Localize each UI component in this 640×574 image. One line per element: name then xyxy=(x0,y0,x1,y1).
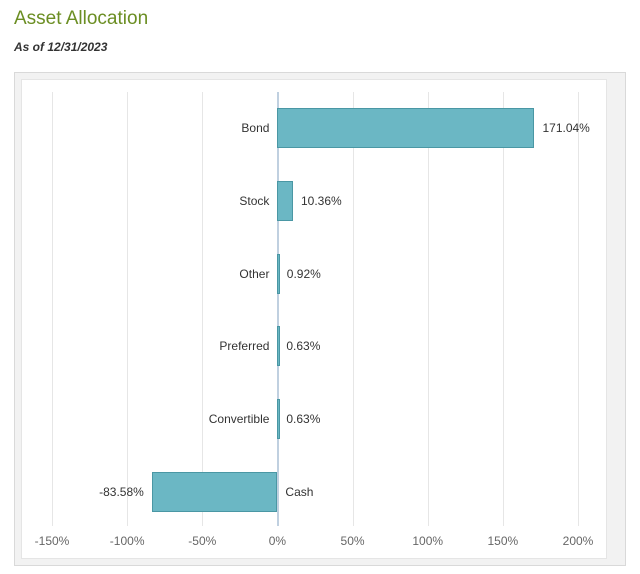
grid-line xyxy=(578,92,579,526)
grid-line xyxy=(202,92,203,526)
category-label: Other xyxy=(239,267,269,281)
page-title: Asset Allocation xyxy=(14,8,626,30)
chart-row: Bond171.04% xyxy=(52,108,578,148)
category-label: Preferred xyxy=(219,339,269,353)
bar xyxy=(277,326,279,366)
grid-line xyxy=(428,92,429,526)
x-tick-label: -50% xyxy=(188,534,216,548)
grid-line xyxy=(127,92,128,526)
chart-row: Preferred 0.63% xyxy=(52,326,578,366)
bar xyxy=(277,181,293,221)
x-tick-label: 0% xyxy=(269,534,286,548)
grid-line xyxy=(353,92,354,526)
as-of-date: 12/31/2023 xyxy=(47,40,107,54)
x-tick-label: 50% xyxy=(341,534,365,548)
category-label: Bond xyxy=(241,121,269,135)
x-tick-label: 100% xyxy=(412,534,443,548)
grid-line xyxy=(503,92,504,526)
chart-panel: Bond171.04%Stock10.36%Other0.92%Preferre… xyxy=(21,79,607,559)
bar xyxy=(277,254,279,294)
x-tick-label: 150% xyxy=(487,534,518,548)
x-tick-label: -150% xyxy=(35,534,70,548)
value-label: 171.04% xyxy=(542,121,589,135)
chart-row: Stock 10.36% xyxy=(52,181,578,221)
value-label: 0.63% xyxy=(286,339,320,353)
bar xyxy=(277,399,279,439)
as-of-line: As of 12/31/2023 xyxy=(14,40,626,54)
grid-line xyxy=(52,92,53,526)
value-label: -83.58% xyxy=(99,485,144,499)
bar xyxy=(277,108,534,148)
category-label: Cash xyxy=(285,485,313,499)
plot-area: Bond171.04% Stock 10.36% Other 0.92% Preferre… xyxy=(52,92,578,526)
chart-container: Bond171.04%Stock10.36%Other0.92%Preferre… xyxy=(14,72,626,566)
value-label: 10.36% xyxy=(301,194,342,208)
value-label: 0.92% xyxy=(287,267,321,281)
zero-line xyxy=(277,92,279,526)
chart-row: Other 0.92% xyxy=(52,254,578,294)
as-of-prefix: As of xyxy=(14,40,47,54)
x-tick-label: 200% xyxy=(563,534,594,548)
chart-row: Cash -83.58% xyxy=(52,472,578,512)
value-label: 0.63% xyxy=(286,412,320,426)
category-label: Stock xyxy=(239,194,269,208)
bar xyxy=(152,472,278,512)
chart-row: Convertible 0.63% xyxy=(52,399,578,439)
category-label: Convertible xyxy=(209,412,270,426)
x-tick-label: -100% xyxy=(110,534,145,548)
